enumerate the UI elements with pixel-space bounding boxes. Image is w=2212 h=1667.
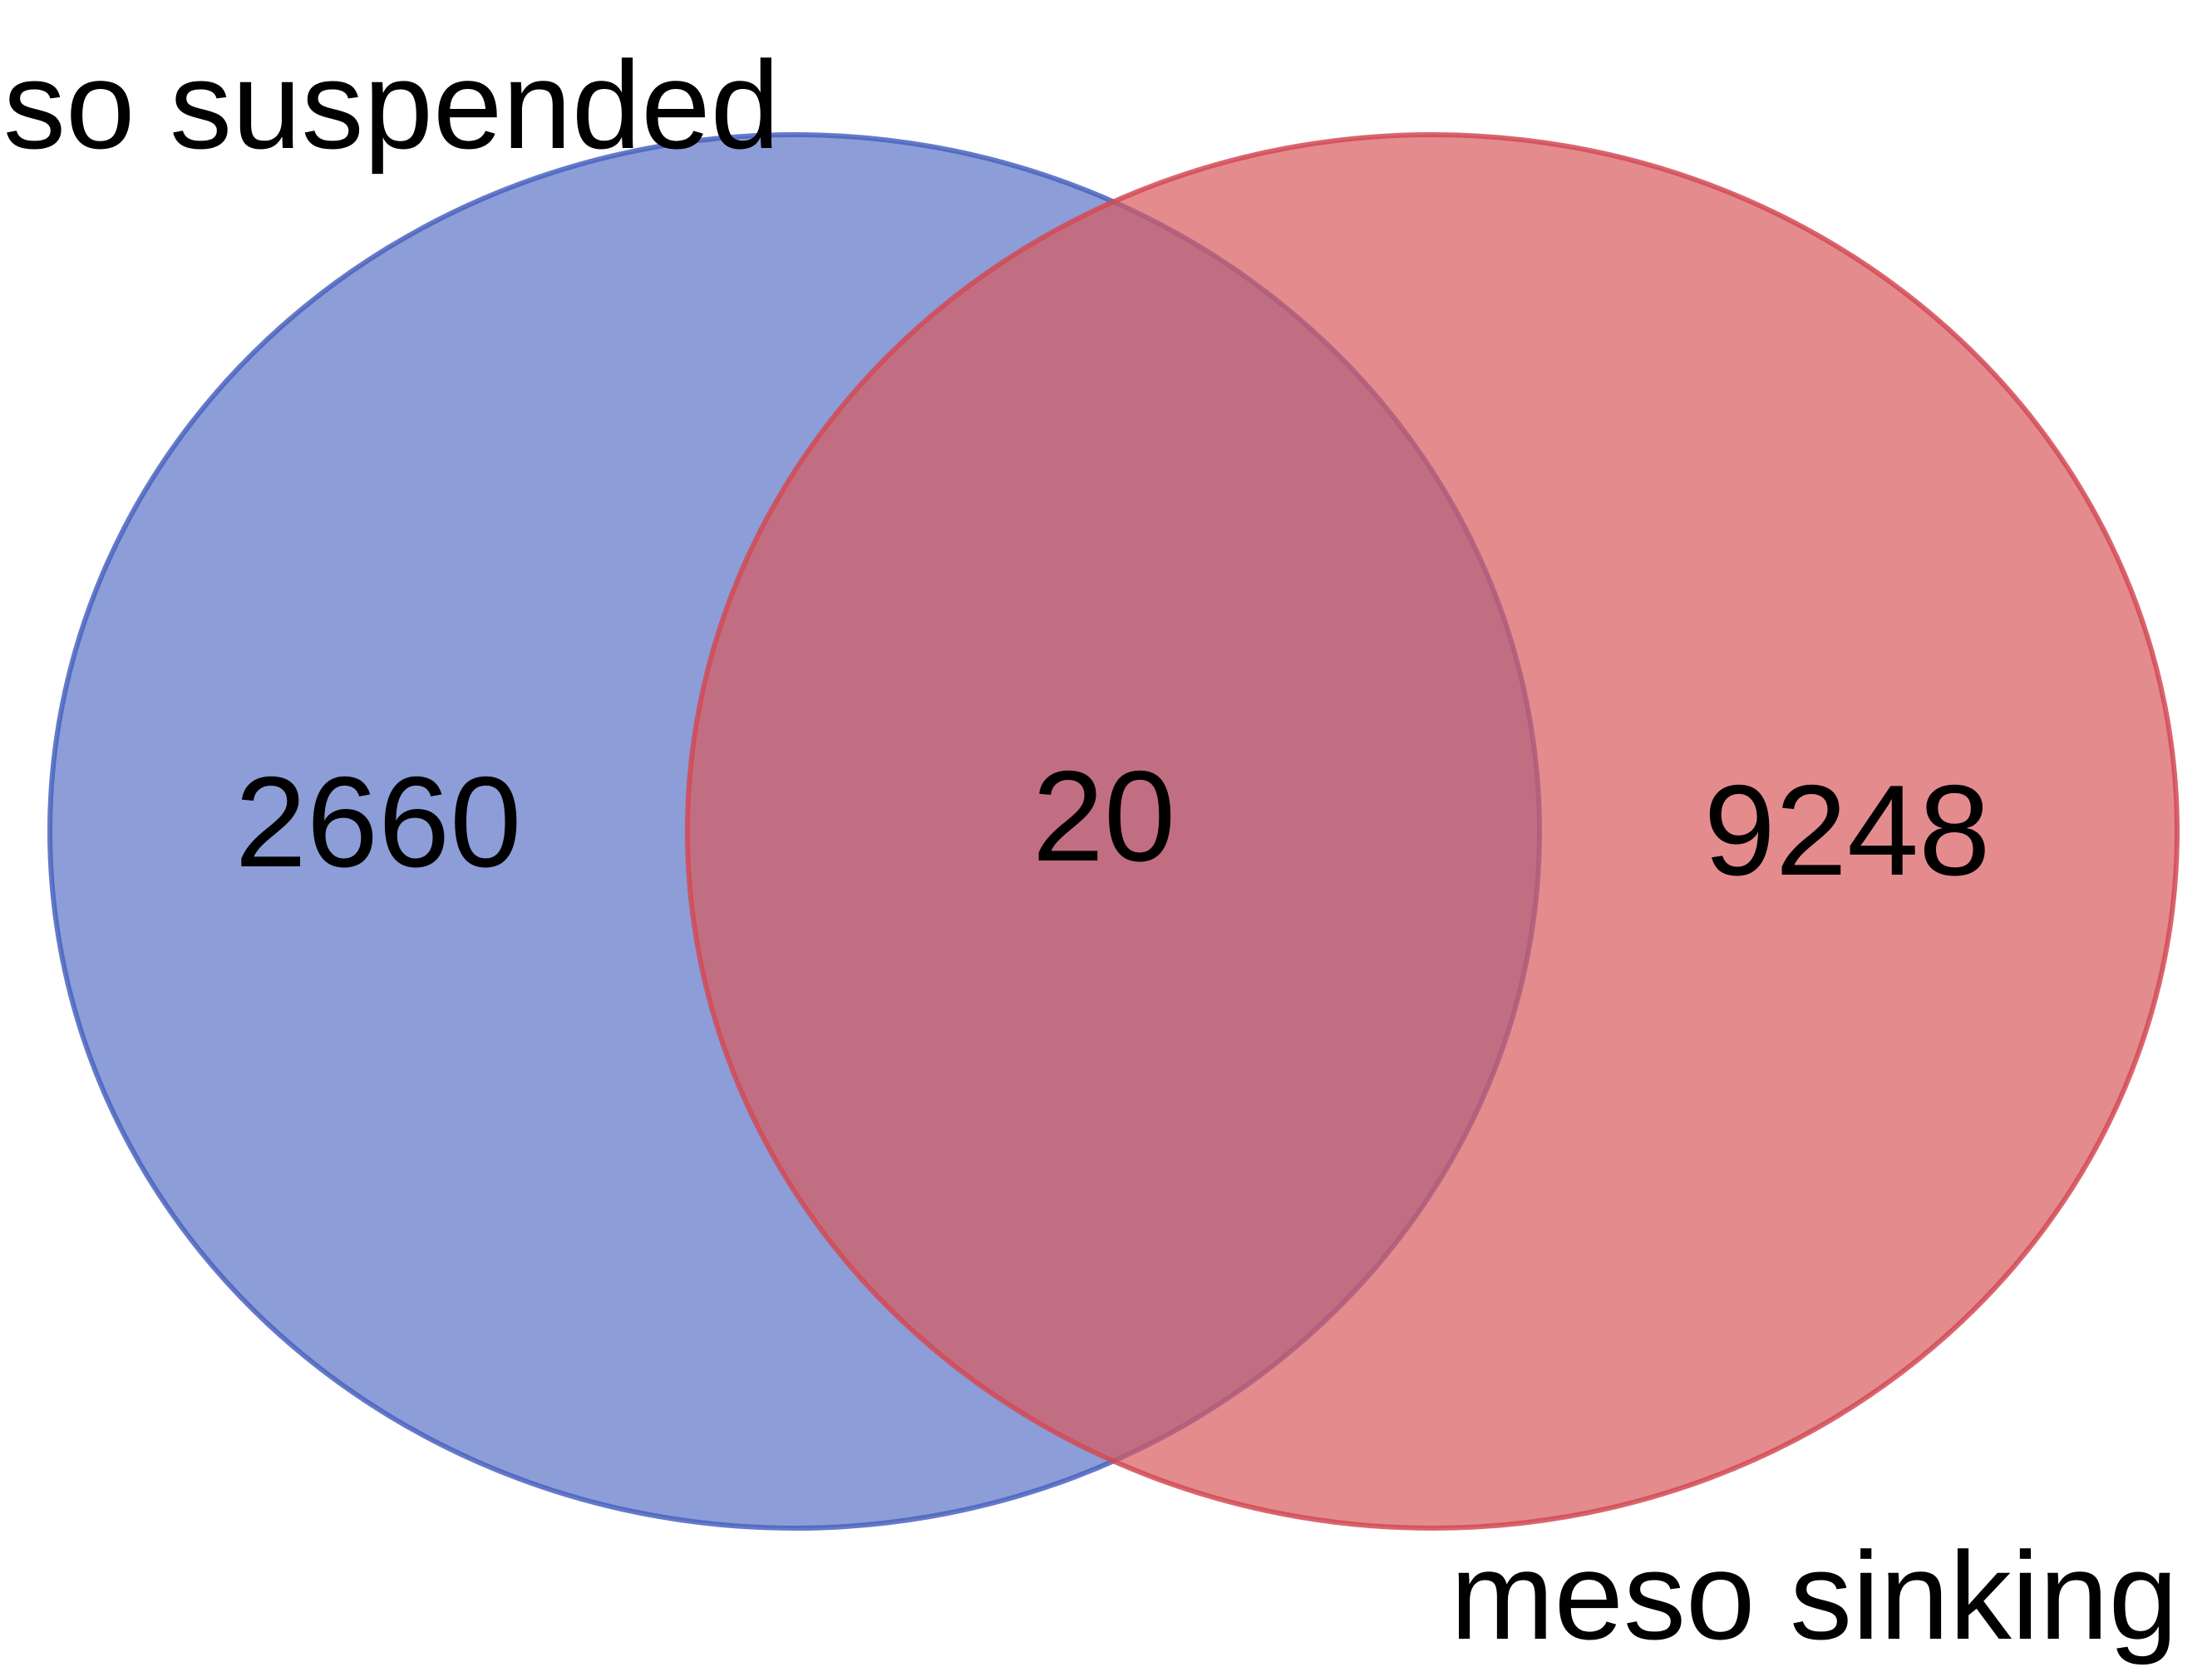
intersection-count: 20 (1032, 744, 1175, 888)
set-a-label: so suspended (3, 35, 780, 175)
set-b-label: meso sinking (1451, 1526, 2178, 1665)
set-a-only-count: 2660 (235, 750, 522, 894)
set-b-circle (685, 132, 2180, 1531)
set-b-only-count: 9248 (1704, 758, 1991, 902)
